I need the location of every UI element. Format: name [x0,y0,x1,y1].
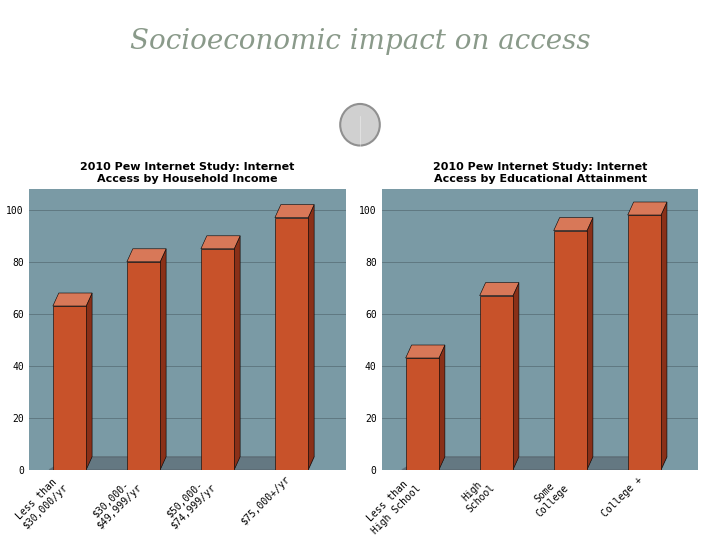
Polygon shape [160,249,166,470]
Polygon shape [86,293,92,470]
Polygon shape [201,236,240,249]
Bar [628,215,661,470]
Title: 2010 Pew Internet Study: Internet
Access by Educational Attainment: 2010 Pew Internet Study: Internet Access… [433,163,647,184]
Polygon shape [439,345,445,470]
Polygon shape [402,457,667,470]
Bar [554,231,587,470]
Polygon shape [554,218,593,231]
Polygon shape [480,282,519,295]
Bar [127,262,160,470]
Polygon shape [513,282,519,470]
Bar [480,295,513,470]
Title: 2010 Pew Internet Study: Internet
Access by Household Income: 2010 Pew Internet Study: Internet Access… [80,163,294,184]
Polygon shape [53,293,92,306]
Text: Socioeconomic impact on access: Socioeconomic impact on access [130,28,590,55]
Ellipse shape [340,104,380,146]
Polygon shape [275,205,314,218]
Polygon shape [234,236,240,470]
Polygon shape [308,205,314,470]
Polygon shape [405,345,445,358]
Polygon shape [661,202,667,470]
Text: Household income: Household income [94,138,296,157]
Polygon shape [628,202,667,215]
Bar [405,358,439,470]
Text: Educational attainment: Educational attainment [454,138,711,157]
Bar [53,306,86,470]
Polygon shape [49,457,314,470]
Polygon shape [587,218,593,470]
Bar [275,218,308,470]
Polygon shape [127,249,166,262]
Bar [201,249,234,470]
